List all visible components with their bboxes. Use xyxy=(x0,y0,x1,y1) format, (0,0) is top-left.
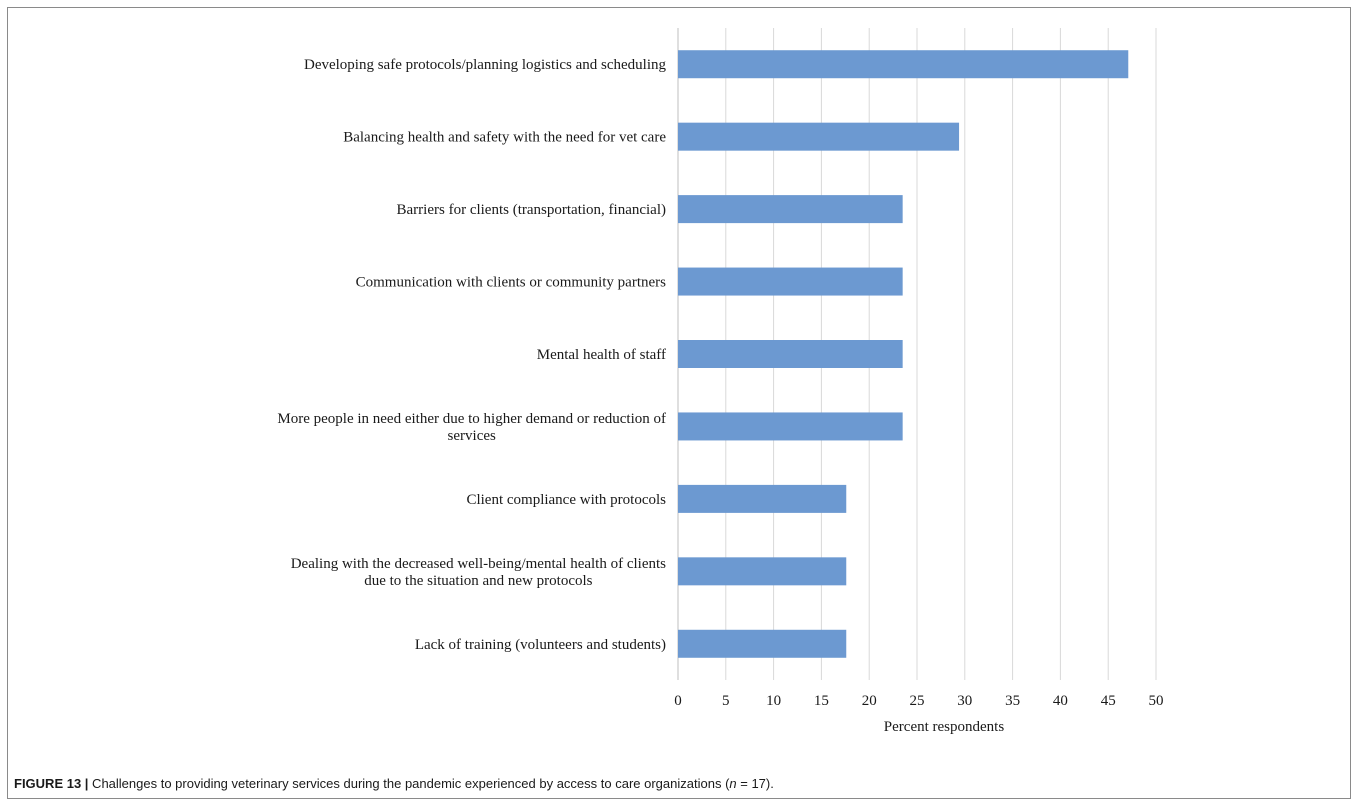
bar xyxy=(678,195,903,224)
category-label: services xyxy=(448,428,496,444)
bar xyxy=(678,412,903,441)
x-tick-label: 0 xyxy=(674,693,682,709)
bars xyxy=(678,50,1129,658)
bar xyxy=(678,267,903,296)
x-tick-label: 10 xyxy=(766,693,781,709)
x-tick-label: 25 xyxy=(910,693,925,709)
category-label: Client compliance with protocols xyxy=(466,492,666,508)
category-labels: Developing safe protocols/planning logis… xyxy=(277,57,666,653)
category-label: Mental health of staff xyxy=(537,347,666,363)
category-label: due to the situation and new protocols xyxy=(364,573,592,589)
category-label: Dealing with the decreased well-being/me… xyxy=(291,556,666,572)
bar xyxy=(678,484,847,513)
category-label: Developing safe protocols/planning logis… xyxy=(304,57,667,73)
caption-n-symbol: n xyxy=(729,776,737,791)
category-label: Barriers for clients (transportation, fi… xyxy=(397,202,666,218)
x-tick-label: 50 xyxy=(1149,693,1164,709)
category-label: Balancing health and safety with the nee… xyxy=(343,130,666,146)
bar xyxy=(678,50,1129,79)
x-tick-label: 35 xyxy=(1005,693,1020,709)
bar xyxy=(678,122,960,151)
x-tick-label: 40 xyxy=(1053,693,1068,709)
x-tick-label: 30 xyxy=(957,693,972,709)
caption-text-end: = 17). xyxy=(736,776,774,791)
caption-text: Challenges to providing veterinary servi… xyxy=(88,776,730,791)
x-tick-labels: 0 5 10 15 20 25 30 35 40 45 50 xyxy=(674,693,1163,709)
bar-chart: Developing safe protocols/planning logis… xyxy=(277,28,1164,735)
category-label: More people in need either due to higher… xyxy=(277,411,666,427)
x-tick-label: 45 xyxy=(1101,693,1116,709)
category-label: Lack of training (volunteers and student… xyxy=(415,637,666,653)
bar xyxy=(678,340,903,368)
x-tick-label: 20 xyxy=(862,693,877,709)
caption-label: FIGURE 13 | xyxy=(14,776,89,791)
x-axis-title: Percent respondents xyxy=(884,719,1005,735)
x-tick-label: 15 xyxy=(814,693,829,709)
bar xyxy=(678,557,847,586)
x-tick-label: 5 xyxy=(722,693,730,709)
bar xyxy=(678,629,847,658)
figure-caption: FIGURE 13 | Challenges to providing vete… xyxy=(14,776,1344,791)
category-label: Communication with clients or community … xyxy=(356,275,667,291)
